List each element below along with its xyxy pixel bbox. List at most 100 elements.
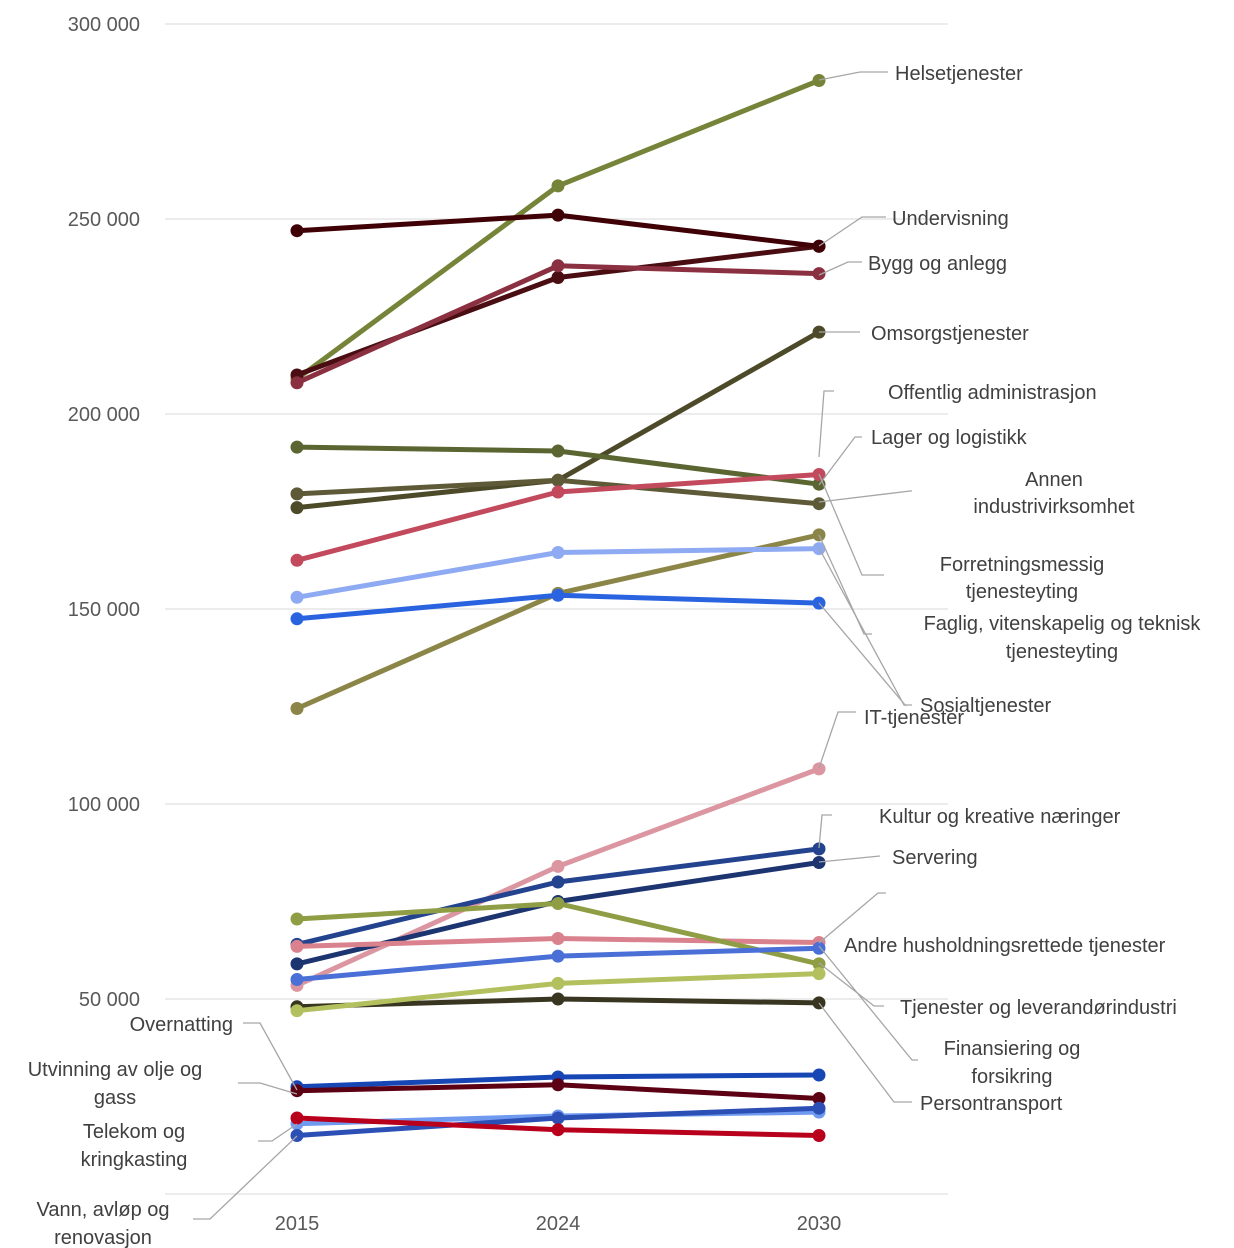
series-label-line: industrivirksomhet xyxy=(973,496,1135,518)
series-label-line: Faglig, vitenskapelig og teknisk xyxy=(924,613,1202,635)
data-point xyxy=(290,973,304,986)
series-label-persontransport: Persontransport xyxy=(920,1093,1063,1115)
y-tick-label: 150 000 xyxy=(68,599,140,621)
y-tick-label: 100 000 xyxy=(68,794,140,816)
data-point xyxy=(812,1068,826,1082)
series-line xyxy=(294,532,822,711)
leader-line xyxy=(818,892,886,944)
series-label-line: Utvinning av olje og xyxy=(28,1059,203,1081)
leader-line xyxy=(818,534,872,635)
x-axis-tick-labels: 2015 2024 2030 xyxy=(275,1213,842,1235)
series-label-line: Vann, avløp og xyxy=(36,1199,169,1221)
data-point xyxy=(290,912,304,926)
data-point xyxy=(812,267,826,281)
y-tick-label: 50 000 xyxy=(79,989,140,1011)
series-label-line: Undervisning xyxy=(892,208,1009,230)
series-label-line: Annen xyxy=(1025,469,1083,491)
series-label-servering: Servering xyxy=(892,847,978,869)
series-label-line: forsikring xyxy=(971,1066,1052,1088)
leader-line xyxy=(243,1022,298,1091)
series-label-faglig-vitenskapelig-og-teknisk-tjenesteyting: Faglig, vitenskapelig og teknisk tjeneste… xyxy=(924,613,1202,663)
series-label-tjenester-og-leverandørindustri: Tjenester og leverandørindustri xyxy=(900,997,1177,1019)
series-label-telekom-og-kringkasting: Telekom og kringkasting xyxy=(81,1121,188,1171)
leader-line xyxy=(818,855,881,863)
data-point xyxy=(290,501,304,515)
leader-line xyxy=(818,473,884,576)
leader-line xyxy=(193,1135,298,1220)
data-point xyxy=(551,485,565,499)
series-label-line: tjenesteyting xyxy=(966,581,1078,603)
data-point xyxy=(551,992,565,1006)
data-point xyxy=(551,208,565,222)
data-point xyxy=(290,487,304,501)
series-label-finansiering-og-forsikring: Finansiering og forsikring xyxy=(944,1038,1081,1088)
series-labels: Helsetjenester Undervisning Bygg og anlegg… xyxy=(28,63,1202,1248)
data-point xyxy=(551,1111,565,1125)
data-point xyxy=(812,528,826,542)
series-line xyxy=(294,78,822,382)
data-point xyxy=(290,957,304,971)
series-label-utvinning-av-olje-og-gass: Utvinning av olje og gass xyxy=(28,1059,203,1109)
series-tjenester-og-leverandørindustri-15 xyxy=(290,897,826,971)
series-label-line: kringkasting xyxy=(81,1149,188,1171)
data-point xyxy=(812,957,826,971)
series-label-andre-husholdningsrettede-tjenester: Andre husholdningsrettede tjenester xyxy=(844,935,1166,957)
series-label-line: tjenesteyting xyxy=(1006,641,1118,663)
leader-line xyxy=(818,945,918,1061)
series-label-line: Andre husholdningsrettede tjenester xyxy=(844,935,1166,957)
series-label-line: Overnatting xyxy=(130,1014,233,1036)
data-point xyxy=(290,376,304,390)
data-point xyxy=(290,1084,304,1098)
data-point xyxy=(812,239,826,253)
data-point xyxy=(290,224,304,238)
series-label-overnatting: Overnatting xyxy=(130,1014,233,1036)
series-label-bygg-og-anlegg: Bygg og anlegg xyxy=(868,253,1007,275)
series-label-line: Persontransport xyxy=(920,1093,1063,1115)
series-offentlig-administrasjon-4 xyxy=(290,208,826,253)
data-point xyxy=(551,271,565,284)
data-point xyxy=(812,1129,826,1142)
series-label-annen-industrivirksomhet: Annen industrivirksomhet xyxy=(973,469,1135,518)
series-label-sosialtjenester: Sosialtjenester xyxy=(920,695,1052,717)
data-point xyxy=(551,1078,565,1092)
data-point xyxy=(551,179,565,193)
series-label-line: Offentlig administrasjon xyxy=(888,382,1097,404)
data-point xyxy=(290,1111,304,1125)
series-label-offentlig-administrasjon: Offentlig administrasjon xyxy=(888,382,1097,404)
series-label-line: Servering xyxy=(892,847,978,869)
data-point xyxy=(812,996,826,1010)
data-point xyxy=(812,1092,826,1105)
data-point xyxy=(290,553,304,567)
series-annen-industrivirksomhet-6 xyxy=(290,473,826,511)
data-point xyxy=(290,702,304,715)
data-point xyxy=(812,1101,826,1115)
label-leader-lines xyxy=(193,71,918,1220)
series-label-line: Lager og logistikk xyxy=(871,427,1028,449)
series-label-line: IT-tjenester xyxy=(864,707,964,729)
leader-line xyxy=(818,962,884,1007)
leader-line xyxy=(818,602,907,707)
data-point xyxy=(551,588,565,602)
leader-line xyxy=(818,814,832,849)
series-label-it-tjenester: IT-tjenester xyxy=(864,707,964,729)
series-it-tjenester-10 xyxy=(290,588,826,626)
y-tick-label: 300 000 xyxy=(68,14,140,36)
leader-line xyxy=(818,390,834,458)
data-point xyxy=(551,546,565,559)
leader-line xyxy=(818,436,862,486)
leader-line xyxy=(818,490,912,503)
series-label-line: Bygg og anlegg xyxy=(868,253,1007,275)
series-lager-og-logistikk-5 xyxy=(290,440,826,491)
series-label-line: Omsorgstjenester xyxy=(871,323,1029,345)
series-series-23 xyxy=(290,1111,826,1142)
series-label-forretningsmessig-tjenesteyting: Forretningsmessig tjenesteyting xyxy=(940,554,1105,603)
data-point xyxy=(551,875,565,889)
series-label-line: Helsetjenester xyxy=(895,63,1023,85)
data-point xyxy=(812,762,826,776)
series-label-lager-og-logistikk: Lager og logistikk xyxy=(871,427,1028,449)
leader-line xyxy=(818,547,912,706)
series-telekom-og-kringkasting-20 xyxy=(290,1078,826,1105)
series-label-kultur-og-kreative-næringer: Kultur og kreative næringer xyxy=(879,806,1121,828)
